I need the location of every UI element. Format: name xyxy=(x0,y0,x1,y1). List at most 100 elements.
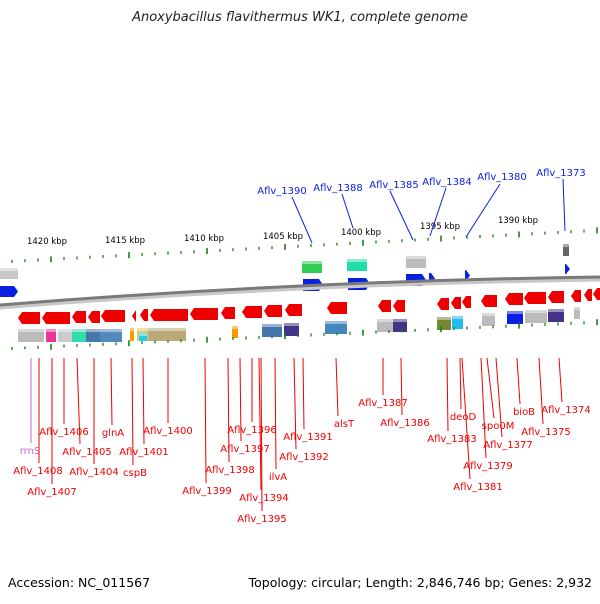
protein-domain-box xyxy=(563,244,569,256)
backbone-shadow xyxy=(0,276,600,310)
forward-gene-label: Aflv_1380 xyxy=(477,172,527,183)
backbone-line xyxy=(0,275,600,307)
protein-domain-highlight xyxy=(232,326,238,329)
protein-domain-highlight xyxy=(139,333,147,336)
protein-domain-highlight xyxy=(452,316,463,319)
reverse-gene-arrow xyxy=(140,309,148,321)
forward-gene-label: Aflv_1390 xyxy=(257,186,307,197)
protein-domain-box xyxy=(406,256,426,268)
genome-backbone xyxy=(0,275,600,310)
reverse-gene-arrow xyxy=(571,290,581,302)
label-leader-line xyxy=(227,357,230,463)
protein-domain-highlight xyxy=(482,313,495,316)
reverse-gene-label: Aflv_1400 xyxy=(143,426,193,437)
protein-domain-box xyxy=(284,323,299,336)
protein-domain-box xyxy=(130,328,134,341)
label-leader-line xyxy=(302,357,305,430)
forward-gene-arrow xyxy=(465,270,470,281)
forward-gene-label: Aflv_1388 xyxy=(313,183,363,194)
label-leader-line xyxy=(291,196,313,244)
forward-gene-arrow xyxy=(565,264,570,274)
reverse-gene-arrow xyxy=(437,298,449,310)
reverse-gene-label: Aflv_1396 xyxy=(227,425,277,436)
reverse-gene-label: Aflv_1408 xyxy=(13,466,63,477)
accession-label: Accession: NC_011567 xyxy=(8,575,151,590)
protein-domain-highlight xyxy=(46,329,56,332)
protein-domain-highlight xyxy=(58,329,72,332)
scale-label: 1390 kbp xyxy=(498,216,538,226)
reverse-gene-label: bioB xyxy=(513,407,535,418)
protein-domain-box xyxy=(393,319,407,332)
forward-gene-arrow xyxy=(0,286,18,297)
reverse-gene-label: Aflv_1375 xyxy=(521,427,571,438)
protein-domain-box xyxy=(262,324,282,337)
protein-domain-box xyxy=(100,329,122,342)
reverse-gene-label: Aflv_1397 xyxy=(220,444,270,455)
reverse-gene-arrow xyxy=(221,307,235,319)
upper-tick-track xyxy=(11,227,598,263)
protein-domain-highlight xyxy=(377,319,393,322)
protein-domain-box xyxy=(525,310,547,323)
reverse-gene-label: Aflv_1406 xyxy=(39,427,89,438)
protein-domain-box xyxy=(548,309,564,322)
protein-domain-highlight xyxy=(137,328,149,331)
protein-domain-highlight xyxy=(507,311,523,314)
protein-domain-box xyxy=(86,329,100,342)
scale-label: 1410 kbp xyxy=(184,234,224,244)
label-leader-line xyxy=(486,357,495,419)
forward-domain-track xyxy=(0,244,569,279)
protein-domain-highlight xyxy=(563,244,569,247)
protein-domain-box xyxy=(18,329,44,342)
reverse-gene-arrow xyxy=(584,289,592,301)
label-leader-line xyxy=(538,357,544,425)
protein-domain-box xyxy=(302,261,322,273)
protein-domain-box xyxy=(139,333,147,341)
scale-labels: 1420 kbp 1415 kbp 1410 kbp 1405 kbp 1400 kbp… xyxy=(27,216,538,247)
reverse-gene-arrow xyxy=(132,310,136,322)
protein-domain-highlight xyxy=(262,324,282,327)
reverse-gene-label: cspB xyxy=(123,468,147,479)
reverse-gene-label: Aflv_1405 xyxy=(62,447,112,458)
label-leader-line xyxy=(389,190,414,241)
reverse-gene-label: glnA xyxy=(102,428,124,439)
reverse-gene-labels: rrnS Aflv_1408 Aflv_1407 Aflv_1406 Aflv_1405… xyxy=(13,357,591,525)
reverse-gene-arrow xyxy=(593,288,600,300)
reverse-gene-arrow xyxy=(150,309,188,321)
protein-domain-box xyxy=(452,316,463,329)
protein-domain-highlight xyxy=(18,329,44,332)
protein-domain-highlight xyxy=(347,259,367,262)
label-leader-line xyxy=(446,357,449,432)
reverse-gene-arrow xyxy=(462,296,471,308)
label-leader-line xyxy=(274,357,277,470)
label-leader-line xyxy=(204,357,207,484)
protein-domain-highlight xyxy=(548,309,564,312)
protein-domain-box xyxy=(72,329,86,342)
reverse-gene-arrow xyxy=(101,310,125,322)
protein-domain-box xyxy=(507,311,523,324)
label-leader-line xyxy=(461,357,471,480)
reverse-gene-arrow xyxy=(18,312,40,324)
label-leader-line xyxy=(335,357,339,417)
protein-domain-highlight xyxy=(86,329,100,332)
reverse-gene-label: Aflv_1404 xyxy=(69,467,119,478)
reverse-gene-arrow xyxy=(42,312,70,324)
label-leader-line xyxy=(516,357,521,405)
reverse-gene-arrow xyxy=(481,295,497,307)
reverse-gene-arrow xyxy=(264,305,282,317)
protein-domain-highlight xyxy=(525,310,547,313)
protein-domain-highlight xyxy=(284,323,299,326)
protein-domain-highlight xyxy=(302,261,322,264)
reverse-gene-arrow xyxy=(393,300,405,312)
protein-domain-highlight xyxy=(574,307,580,310)
label-leader-line xyxy=(495,357,503,438)
reverse-gene-label: Aflv_1391 xyxy=(283,432,333,443)
reverse-gene-arrow xyxy=(88,311,100,323)
reverse-gene-label: Aflv_1395 xyxy=(237,514,287,525)
forward-gene-labels: Aflv_1390 Aflv_1388 Aflv_1385 Aflv_1384 Aflv… xyxy=(257,168,586,244)
label-leader-line xyxy=(562,178,566,232)
protein-domain-highlight xyxy=(406,256,426,259)
protein-domain-highlight xyxy=(393,319,407,322)
reverse-gene-label: Aflv_1379 xyxy=(463,461,513,472)
reverse-gene-label: alsT xyxy=(334,419,355,430)
